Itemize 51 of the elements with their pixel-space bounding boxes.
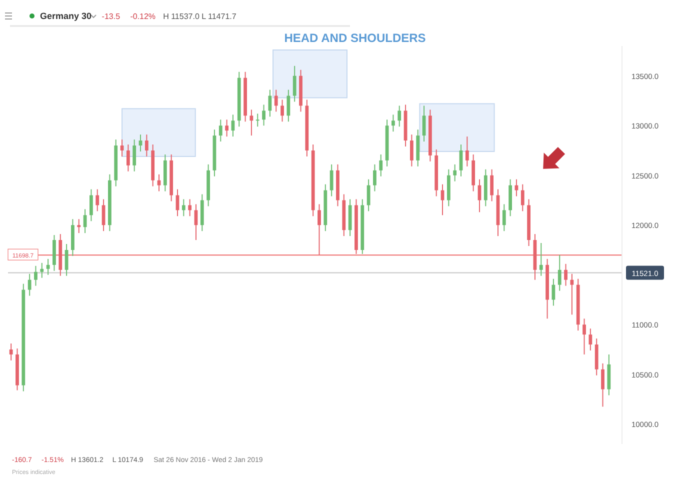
candlestick [379, 154, 383, 177]
candlestick [520, 184, 524, 212]
candlestick [157, 174, 161, 192]
text: -13.5 [102, 12, 121, 21]
candlestick [490, 168, 494, 202]
candlestick [77, 218, 81, 234]
candlestick [218, 119, 222, 142]
candlestick [188, 198, 192, 217]
candlestick [453, 164, 457, 182]
candlestick [40, 262, 44, 278]
candlestick [274, 89, 278, 112]
candlestick [318, 204, 321, 256]
candlestick [514, 178, 518, 197]
candlestick [392, 114, 395, 132]
candlestick [126, 144, 130, 172]
candlestick [582, 318, 586, 355]
text: Germany 30 [40, 11, 92, 21]
candlestick [120, 139, 124, 157]
candlestick [144, 134, 148, 157]
candlestick [90, 188, 93, 222]
candlestick [330, 164, 334, 197]
candlestick [250, 109, 254, 136]
candlestick [96, 188, 100, 212]
candlestick [132, 139, 136, 172]
candlestick [601, 362, 604, 408]
candlestick [28, 273, 32, 296]
candlestick [292, 65, 296, 102]
candlestick [225, 119, 228, 138]
candlestick [502, 204, 506, 232]
candlestick [182, 198, 186, 217]
candlestick [398, 105, 402, 128]
candlestick [564, 263, 568, 286]
candlestick [465, 136, 469, 167]
candlestick [138, 134, 142, 152]
candlestick [9, 343, 13, 361]
chart-title: HEAD AND SHOULDERS [284, 31, 426, 45]
candlestick [558, 254, 562, 292]
candlestick [373, 164, 376, 192]
candlestick [34, 265, 38, 286]
candlestick [280, 99, 284, 122]
candlestick [286, 89, 290, 122]
candlestick [262, 104, 266, 126]
candlestick [256, 113, 260, 128]
text: -0.12% [130, 12, 156, 21]
candlestick [539, 242, 543, 276]
candlestick [410, 134, 414, 167]
candlestick [570, 273, 574, 316]
candlestick [588, 328, 592, 351]
candlestick [46, 258, 50, 276]
candlestick [268, 89, 272, 118]
text: H 11537.0 L 11471.7 [163, 12, 237, 21]
